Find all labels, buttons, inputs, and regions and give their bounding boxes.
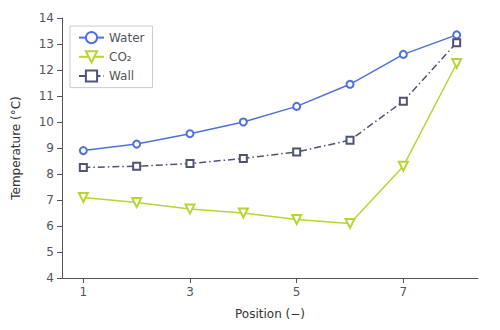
- svg-text:CO₂: CO₂: [109, 50, 132, 64]
- svg-text:7: 7: [46, 193, 54, 207]
- svg-text:4: 4: [46, 271, 54, 285]
- svg-text:10: 10: [39, 115, 54, 129]
- svg-text:3: 3: [186, 285, 194, 299]
- svg-text:Wall: Wall: [109, 69, 134, 83]
- svg-text:5: 5: [293, 285, 301, 299]
- svg-text:13: 13: [39, 37, 54, 51]
- svg-text:8: 8: [46, 167, 54, 181]
- svg-text:Position (−): Position (−): [235, 307, 305, 321]
- svg-text:14: 14: [39, 11, 54, 25]
- svg-text:Water: Water: [109, 31, 145, 45]
- svg-text:6: 6: [46, 219, 54, 233]
- svg-text:5: 5: [46, 245, 54, 259]
- svg-text:9: 9: [46, 141, 54, 155]
- svg-text:1: 1: [80, 285, 88, 299]
- svg-text:7: 7: [400, 285, 408, 299]
- svg-text:11: 11: [39, 89, 54, 103]
- svg-text:Temperature (°C): Temperature (°C): [9, 96, 23, 201]
- svg-text:12: 12: [39, 63, 54, 77]
